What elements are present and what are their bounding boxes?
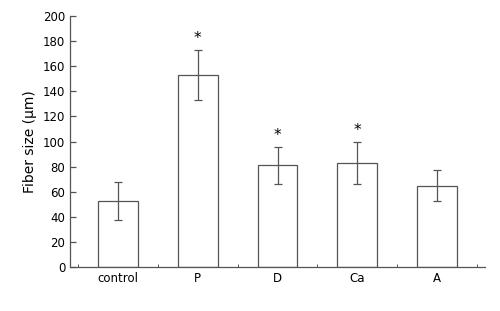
Bar <box>178 75 218 267</box>
Bar <box>98 201 138 267</box>
Text: *: * <box>194 31 202 46</box>
Y-axis label: Fiber size (μm): Fiber size (μm) <box>23 90 37 193</box>
Bar <box>258 165 298 267</box>
Text: *: * <box>354 123 361 138</box>
Bar <box>417 186 457 267</box>
Bar <box>338 163 378 267</box>
Text: *: * <box>274 128 281 143</box>
